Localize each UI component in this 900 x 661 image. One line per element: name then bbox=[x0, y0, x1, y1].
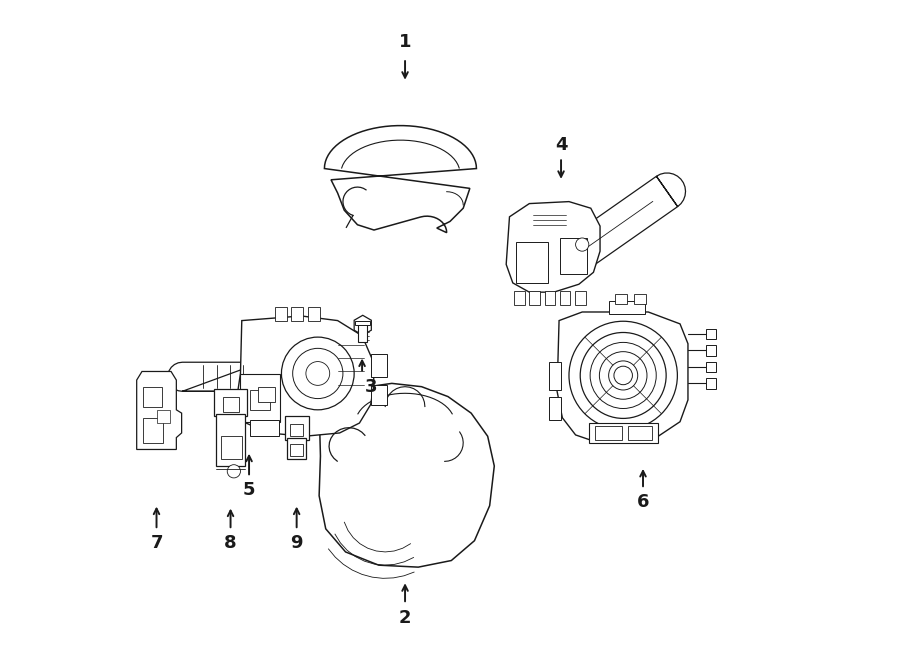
Bar bbox=[222, 397, 239, 412]
Circle shape bbox=[306, 362, 329, 385]
Bar bbox=[544, 291, 555, 305]
Bar bbox=[258, 387, 274, 402]
Bar bbox=[608, 301, 645, 314]
Bar bbox=[371, 385, 387, 405]
Polygon shape bbox=[554, 173, 686, 276]
Polygon shape bbox=[557, 312, 688, 443]
Text: 5: 5 bbox=[243, 481, 256, 500]
Polygon shape bbox=[168, 362, 262, 391]
Bar bbox=[143, 387, 162, 407]
Bar bbox=[143, 418, 163, 443]
Bar bbox=[249, 390, 269, 410]
Polygon shape bbox=[506, 202, 600, 292]
Text: 1: 1 bbox=[399, 33, 411, 52]
Text: 8: 8 bbox=[224, 534, 237, 553]
Bar bbox=[560, 291, 571, 305]
Text: 3: 3 bbox=[364, 377, 377, 396]
Bar bbox=[290, 424, 303, 436]
Bar bbox=[514, 291, 525, 305]
Bar bbox=[284, 416, 309, 440]
Polygon shape bbox=[237, 316, 374, 436]
Bar bbox=[371, 354, 387, 377]
Text: 4: 4 bbox=[554, 136, 567, 155]
Circle shape bbox=[576, 238, 589, 251]
Bar bbox=[529, 291, 540, 305]
Text: 2: 2 bbox=[399, 609, 411, 627]
Bar bbox=[628, 426, 652, 440]
Text: 7: 7 bbox=[150, 534, 163, 553]
Bar bbox=[308, 307, 320, 321]
Bar bbox=[589, 423, 658, 443]
Circle shape bbox=[282, 337, 355, 410]
Bar bbox=[516, 242, 548, 283]
Bar bbox=[634, 294, 645, 304]
Bar bbox=[249, 420, 280, 436]
Polygon shape bbox=[320, 383, 494, 567]
Bar bbox=[706, 345, 716, 356]
Circle shape bbox=[227, 465, 240, 478]
Bar bbox=[706, 329, 716, 339]
Polygon shape bbox=[137, 371, 182, 449]
Polygon shape bbox=[355, 315, 372, 335]
Bar bbox=[356, 321, 370, 325]
Bar bbox=[274, 307, 287, 321]
Text: 9: 9 bbox=[291, 534, 303, 553]
Bar bbox=[706, 378, 716, 389]
Bar bbox=[561, 238, 587, 274]
Bar bbox=[287, 438, 306, 459]
Bar bbox=[616, 294, 627, 304]
Bar bbox=[596, 426, 622, 440]
Bar bbox=[575, 291, 586, 305]
Bar bbox=[220, 436, 242, 459]
Bar bbox=[157, 410, 170, 423]
Bar bbox=[292, 307, 303, 321]
Bar bbox=[240, 374, 280, 422]
Bar bbox=[549, 362, 561, 390]
Bar bbox=[214, 389, 248, 416]
Circle shape bbox=[292, 348, 343, 399]
Bar bbox=[358, 323, 367, 342]
Bar bbox=[290, 444, 303, 456]
Polygon shape bbox=[324, 126, 476, 233]
Bar bbox=[706, 362, 716, 372]
Bar bbox=[549, 397, 561, 420]
Circle shape bbox=[614, 366, 633, 385]
Text: 6: 6 bbox=[637, 493, 649, 512]
Bar bbox=[216, 414, 245, 466]
